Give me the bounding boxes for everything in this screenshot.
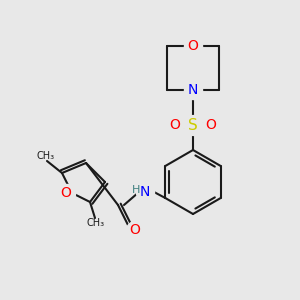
Text: O: O xyxy=(188,39,198,53)
Text: CH₃: CH₃ xyxy=(37,151,55,161)
Text: H: H xyxy=(132,185,140,195)
Text: S: S xyxy=(188,118,198,133)
Text: N: N xyxy=(140,185,150,199)
Text: N: N xyxy=(188,83,198,97)
Text: O: O xyxy=(169,118,180,132)
Text: CH₃: CH₃ xyxy=(87,218,105,228)
Text: O: O xyxy=(130,223,140,237)
Text: O: O xyxy=(61,186,71,200)
Text: O: O xyxy=(206,118,216,132)
